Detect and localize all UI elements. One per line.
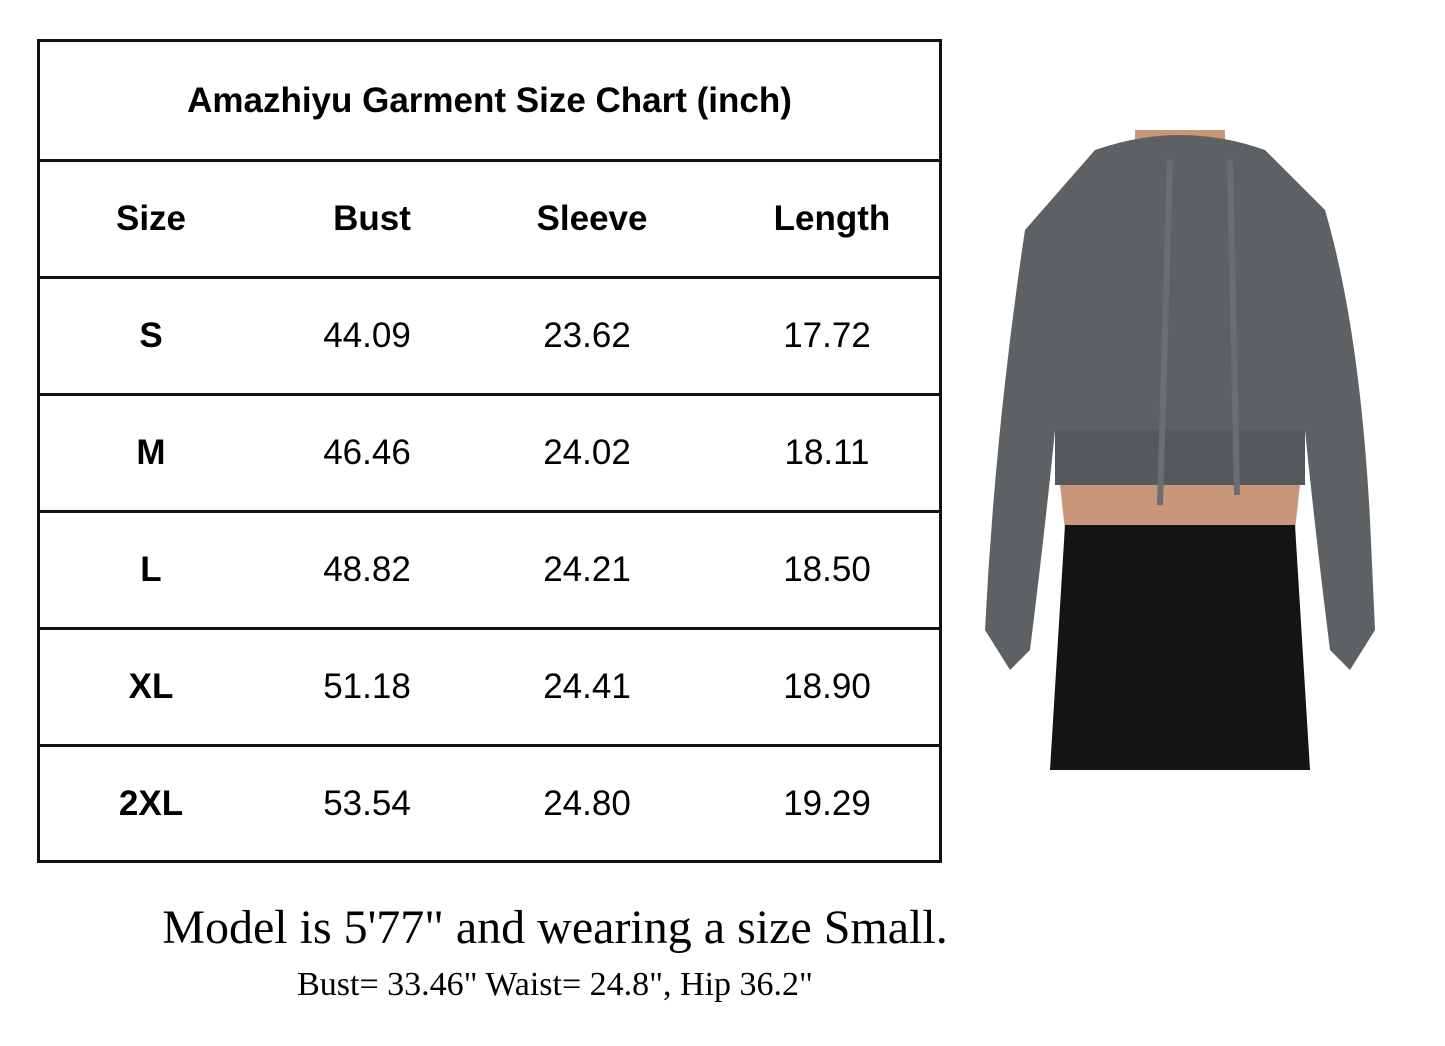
hoodie-body — [985, 135, 1375, 670]
table-cell: 18.90 — [783, 667, 871, 706]
table-cell: XL — [128, 667, 174, 706]
table-cell: 48.82 — [323, 550, 411, 589]
table-row: 2XL 53.54 24.80 19.29 — [40, 747, 939, 861]
model-note: Model is 5'77" and wearing a size Small. — [162, 901, 948, 954]
model-midriff — [1060, 485, 1300, 530]
table-row: M 46.46 24.02 18.11 — [40, 396, 939, 513]
table-row: S 44.09 23.62 17.72 — [40, 279, 939, 396]
table-row: XL 51.18 24.41 18.90 — [40, 630, 939, 747]
hoodie-hem — [1055, 430, 1305, 485]
column-header: Sleeve — [536, 199, 648, 238]
table-cell: M — [136, 433, 166, 472]
model-photo — [985, 130, 1375, 770]
table-cell: 51.18 — [323, 667, 411, 706]
model-measurements: Bust= 33.46" Waist= 24.8", Hip 36.2" — [297, 966, 813, 1003]
table-cell: 46.46 — [323, 433, 411, 472]
table-cell: 18.11 — [784, 433, 870, 472]
table-cell: S — [139, 316, 163, 355]
table-cell: L — [140, 550, 162, 589]
table-cell: 23.62 — [543, 316, 631, 355]
table-cell: 44.09 — [323, 316, 411, 355]
table-cell: 2XL — [118, 784, 184, 823]
table-cell: 24.41 — [543, 667, 631, 706]
table-row: L 48.82 24.21 18.50 — [40, 513, 939, 630]
drawstring-left — [1157, 159, 1173, 506]
column-header: Bust — [333, 199, 411, 238]
table-cell: 19.29 — [783, 784, 871, 823]
table-cell: 17.72 — [783, 316, 871, 355]
table-cell: 24.21 — [543, 550, 631, 589]
drawstring-right — [1227, 159, 1240, 496]
column-header: Size — [115, 199, 187, 238]
table-cell: 53.54 — [323, 784, 411, 823]
table-header-row: Size Bust Sleeve Length — [40, 162, 939, 279]
column-header: Length — [773, 199, 891, 238]
table-cell: 24.80 — [543, 784, 631, 823]
size-chart-table: Amazhiyu Garment Size Chart (inch) Size B… — [37, 39, 942, 863]
model-pants — [1050, 525, 1310, 770]
table-cell: 24.02 — [543, 433, 631, 472]
table-cell: 18.50 — [783, 550, 871, 589]
table-title: Amazhiyu Garment Size Chart (inch) — [40, 42, 939, 162]
